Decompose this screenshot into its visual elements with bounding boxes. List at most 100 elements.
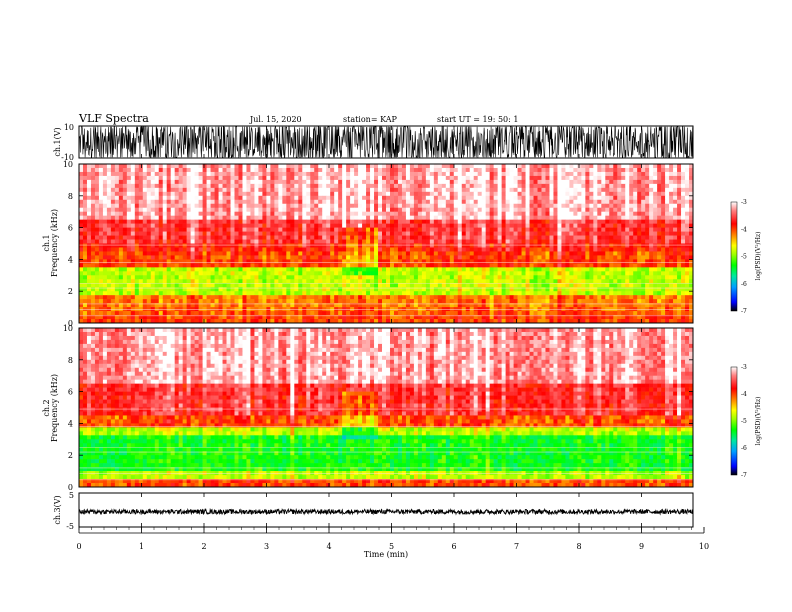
spectrogram-cell [613,267,618,272]
spectrogram-cell [513,211,518,216]
spectrogram-cell [605,255,610,260]
spectrogram-cell [409,215,415,220]
spectrogram-cell [393,167,399,173]
spectrogram-cell [282,255,287,260]
spectrogram-cell [310,179,315,185]
spectrogram-cell [150,271,156,276]
spectrogram-cell [421,251,427,256]
spectrogram-cell [405,251,411,256]
spectrogram-cell [457,283,463,288]
spectrogram-cell [362,191,367,197]
spectrogram-cell [653,223,658,228]
spectrogram-cell [621,231,626,236]
spectrogram-cell [198,283,203,288]
spectrogram-cell [633,164,638,169]
spectrogram-cell [545,251,550,256]
spectrogram-cell [477,223,482,228]
spectrogram-cell [126,223,132,228]
spectrogram-cell [593,287,598,292]
spectrogram-cell [513,164,518,169]
spectrogram-cell [501,215,506,220]
spectrogram-cell [182,167,187,173]
spectrogram-cell [106,167,112,173]
spectrogram-cell [413,191,419,197]
spectrogram-cell [553,199,558,205]
spectrogram-cell [665,175,670,181]
spectrogram-cell [162,215,168,220]
spectrogram-cell [577,227,582,232]
spectrogram-cell [258,167,263,173]
spectrogram-cell [102,195,108,201]
spectrogram-cell [82,239,88,244]
spectrogram-cell [529,267,534,272]
spectrogram-cell [222,275,227,280]
spectrogram-cell [469,263,475,268]
spectrogram-cell [417,243,423,248]
spectrogram-cell [669,215,674,220]
spectrogram-cell [338,259,343,264]
spectrogram-cell [190,183,195,189]
spectrogram-cell [306,195,311,201]
spectrogram-cell [346,199,351,205]
spectrogram-cell [346,219,351,224]
spectrogram-cell [162,195,168,201]
spectrogram-cell [541,179,546,185]
spectrogram-cell [142,164,148,169]
spectrogram-cell [429,251,435,256]
spectrogram-cell [314,175,319,181]
spectrogram-cell [553,247,558,252]
spectrogram-cell [689,259,694,264]
spectrogram-cell [613,191,618,197]
spectrogram-cell [246,164,251,169]
spectrogram-cell [242,179,247,185]
spectrogram-cell [493,231,498,236]
spectrogram-cell [565,164,570,169]
spectrogram-cell [461,219,467,224]
spectrogram-cell [130,215,136,220]
spectrogram-cell [298,231,303,236]
spectrogram-cell [202,171,207,177]
spectrogram-cell [142,179,148,185]
spectrogram-cell [118,235,124,240]
spectrogram-cell [625,279,630,284]
spectrogram-cell [685,179,690,185]
spectrogram-cell [401,183,407,189]
spectrogram-cell [322,171,327,177]
spectrogram-cell [102,243,108,248]
spectrogram-cell [685,215,690,220]
spectrogram-cell [605,263,610,268]
spectrogram-cell [645,255,650,260]
spectrogram-cell [473,227,478,232]
spectrogram-cell [521,219,526,224]
spectrogram-cell [282,187,287,193]
spectrogram-cell [421,239,427,244]
spectrogram-cell [134,259,140,264]
spectrogram-cell [521,207,526,212]
spectrogram-cell [641,283,646,288]
spectrogram-cell [314,227,319,232]
spectrogram-cell [473,171,478,177]
spectrogram-cell [481,255,486,260]
spectrogram-cell [286,287,291,292]
spectrogram-cell [338,219,343,224]
spectrogram-cell [302,239,307,244]
spectrogram-cell [549,287,554,292]
spectrogram-cell [609,183,614,189]
spectrogram-cell [202,175,207,181]
spectrogram-cell [673,243,678,248]
spectrogram-cell [270,271,275,276]
spectrogram-cell [182,255,187,260]
spectrogram-cell [94,175,100,181]
spectrogram-cell [266,227,271,232]
spectrogram-cell [657,187,662,193]
spectrogram-cell [621,211,626,216]
spectrogram-cell [505,215,510,220]
spectrogram-cell [469,259,475,264]
spectrogram-cell [254,231,259,236]
spectrogram-cell [274,247,279,252]
spectrogram-cell [537,187,542,193]
spectrogram-cell [417,219,423,224]
spectrogram-cell [358,171,363,177]
spectrogram-cell [553,187,558,193]
spectrogram-cell [433,179,439,185]
